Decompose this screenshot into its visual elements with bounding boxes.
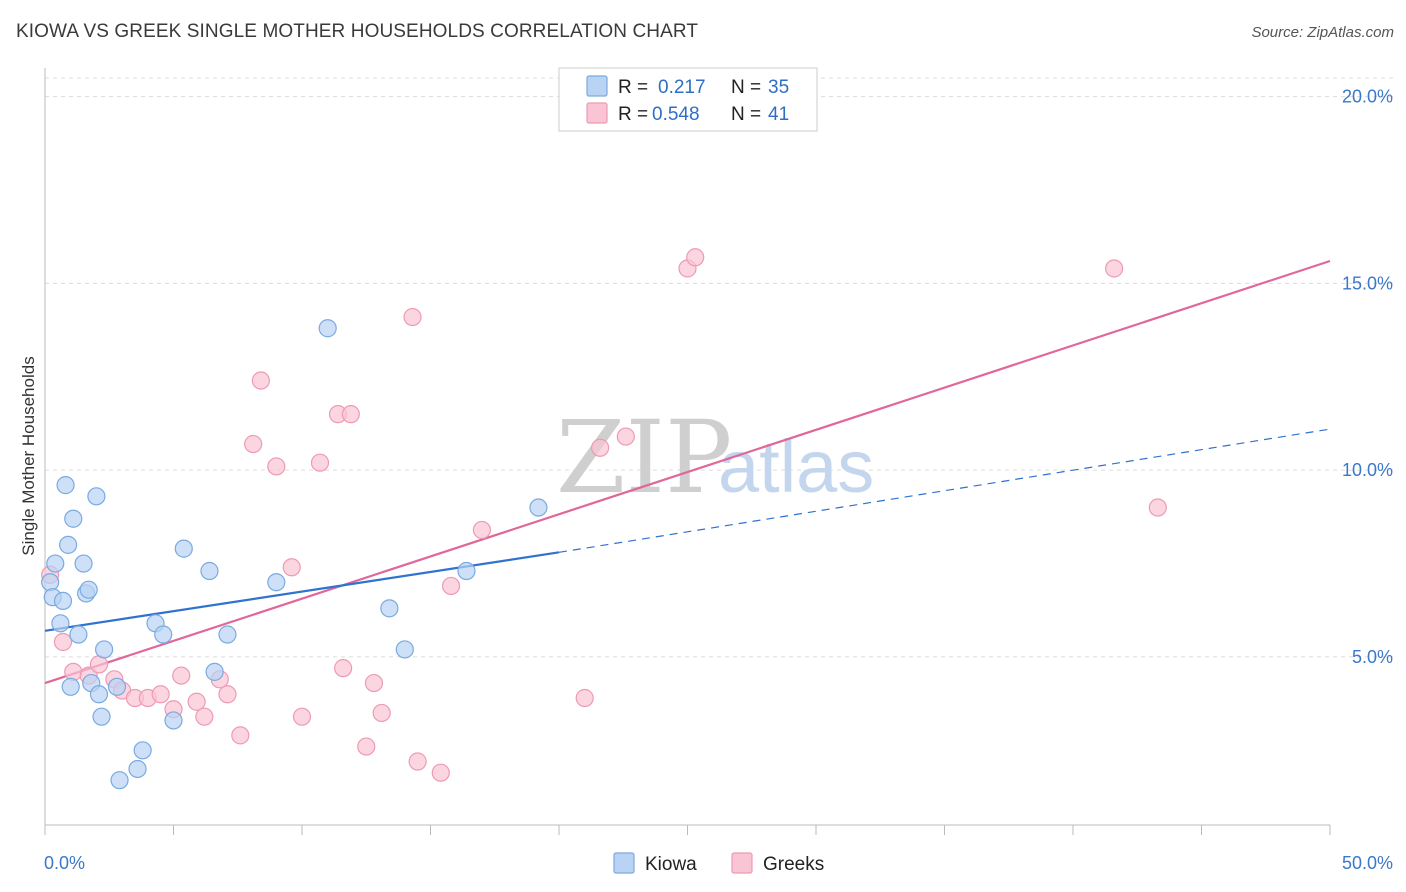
greeks-n-label: N =: [731, 104, 761, 125]
kiowa-point: [174, 539, 193, 558]
x-tick-labels: 0.0% 50.0%: [44, 853, 1393, 873]
kiowa-point: [380, 599, 399, 618]
kiowa-trend-line: [44, 551, 560, 632]
greeks-point: [472, 520, 491, 540]
greeks-point: [441, 576, 461, 596]
kiowa-point: [53, 591, 73, 611]
greeks-r-label: R =: [618, 104, 648, 125]
greeks-point: [575, 688, 594, 708]
watermark-zip: ZIP: [556, 399, 732, 516]
kiowa-series-name: Kiowa: [645, 854, 697, 875]
greeks-point: [616, 427, 635, 446]
axes: [44, 68, 1331, 835]
greeks-point: [53, 632, 73, 652]
chart-title: KIOWA VS GREEK SINGLE MOTHER HOUSEHOLDS …: [16, 21, 699, 42]
kiowa-point: [395, 640, 414, 659]
greeks-point: [244, 434, 263, 454]
kiowa-legend-swatch: [586, 75, 608, 97]
greeks-point: [341, 405, 360, 424]
y-tick-label: 10.0%: [1342, 460, 1393, 480]
kiowa-point: [41, 573, 60, 592]
stats-legend: R = 0.217 N = 35 R = 0.548 N = 41: [558, 67, 818, 132]
kiowa-point: [110, 771, 129, 790]
kiowa-r-value: 0.217: [658, 77, 706, 98]
greeks-point: [1148, 498, 1167, 517]
greeks-point: [431, 763, 450, 782]
kiowa-point: [267, 573, 286, 592]
kiowa-point: [92, 707, 111, 726]
kiowa-point: [95, 640, 114, 659]
greeks-point: [357, 737, 376, 756]
greeks-point: [403, 307, 422, 327]
watermark-atlas: atlas: [718, 425, 874, 508]
y-tick-labels: 5.0% 10.0% 15.0% 20.0%: [1342, 87, 1393, 667]
greeks-point: [686, 248, 705, 267]
kiowa-point: [107, 677, 127, 696]
grid-lines: [45, 77, 1395, 658]
greeks-point: [591, 438, 610, 457]
greeks-point: [1105, 259, 1124, 278]
y-tick-label: 15.0%: [1342, 273, 1393, 293]
greeks-point: [267, 457, 286, 476]
greeks-point: [310, 453, 330, 472]
series-legend: Kiowa Greeks: [613, 852, 824, 875]
greeks-point: [364, 673, 384, 693]
kiowa-series-swatch: [613, 852, 635, 874]
greeks-point: [231, 726, 250, 745]
y-tick-label: 5.0%: [1352, 647, 1393, 667]
greeks-point: [334, 659, 353, 678]
kiowa-point: [74, 554, 93, 573]
x-tick-label: 0.0%: [44, 853, 85, 873]
greeks-trend-line: [44, 259, 1331, 685]
y-tick-label: 20.0%: [1342, 87, 1393, 107]
kiowa-r-label: R =: [618, 77, 648, 98]
kiowa-point: [61, 677, 80, 696]
kiowa-point: [164, 711, 183, 730]
greeks-points: [41, 248, 1167, 782]
kiowa-point: [529, 498, 548, 517]
greeks-legend-swatch: [586, 102, 608, 124]
kiowa-point: [218, 625, 237, 644]
kiowa-point: [128, 759, 147, 779]
greeks-point: [195, 707, 214, 726]
kiowa-n-label: N =: [731, 77, 761, 98]
x-tick-label: 50.0%: [1342, 853, 1393, 873]
greeks-point: [172, 666, 191, 685]
kiowa-point: [200, 561, 219, 581]
kiowa-point: [154, 625, 173, 644]
kiowa-trend-extension: [558, 428, 1331, 553]
kiowa-point: [457, 561, 476, 581]
greeks-point: [408, 752, 427, 771]
kiowa-point: [69, 625, 88, 644]
greeks-point: [251, 371, 270, 390]
greeks-point: [282, 558, 301, 577]
kiowa-point: [46, 554, 65, 573]
kiowa-point: [51, 614, 70, 633]
y-axis-label: Single Mother Households: [19, 356, 38, 555]
greeks-point: [64, 662, 83, 681]
greeks-series-name: Greeks: [763, 854, 824, 875]
greeks-n-value: 41: [768, 104, 789, 125]
greeks-point: [292, 707, 312, 726]
source-label: Source: ZipAtlas.com: [1251, 24, 1394, 41]
kiowa-n-value: 35: [768, 77, 789, 98]
greeks-point: [218, 685, 237, 704]
kiowa-point: [205, 662, 224, 681]
greeks-point: [151, 685, 170, 704]
kiowa-point: [87, 487, 106, 506]
kiowa-points: [41, 319, 548, 790]
kiowa-point: [89, 685, 109, 704]
kiowa-point: [133, 741, 152, 760]
kiowa-point: [59, 535, 78, 554]
kiowa-point: [56, 476, 75, 495]
trend-lines: [44, 259, 1331, 685]
greeks-point: [372, 703, 391, 723]
kiowa-point: [79, 580, 98, 599]
kiowa-point: [64, 509, 83, 528]
greeks-series-swatch: [731, 852, 753, 874]
greeks-r-value: 0.548: [652, 104, 700, 125]
greeks-point: [187, 692, 206, 711]
kiowa-point: [318, 319, 337, 338]
